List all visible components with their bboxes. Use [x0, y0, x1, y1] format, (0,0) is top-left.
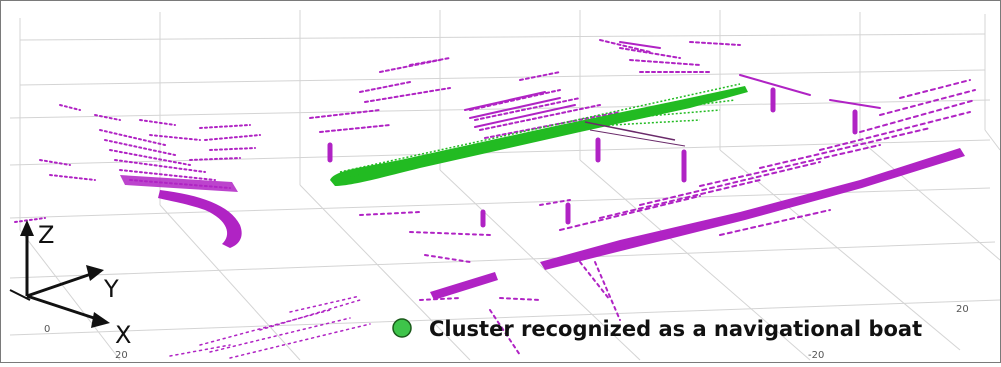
- tick-label-left-1: 20: [115, 350, 128, 361]
- y-axis-arrowhead: [86, 265, 104, 281]
- pillars: [327, 87, 858, 228]
- boat-cluster: [330, 83, 748, 186]
- boat-cluster-points: [339, 83, 746, 179]
- boat-cross-line: [589, 129, 686, 147]
- legend-label: Cluster recognized as a navigational boa…: [429, 317, 922, 341]
- origin-tick: [9, 289, 31, 301]
- legend-marker-icon: [392, 318, 412, 338]
- right-shore-band: [540, 148, 965, 270]
- y-axis-label: Y: [103, 275, 119, 303]
- right-structure-points: [559, 79, 976, 251]
- upper-solid-lines: [464, 41, 881, 128]
- tick-label-right-0: 20: [956, 304, 969, 315]
- z-axis-arrowhead: [20, 220, 34, 236]
- tick-label-left-0: 0: [44, 324, 50, 335]
- left-structure-points: [14, 104, 261, 223]
- x-axis-arrowhead: [91, 312, 110, 328]
- x-axis-label: X: [115, 321, 131, 349]
- lower-plank: [430, 272, 498, 300]
- lower-left-points: [169, 295, 371, 359]
- legend: Cluster recognized as a navigational boa…: [392, 317, 922, 341]
- x-axis-line: [26, 294, 101, 322]
- left-wall-band: [158, 190, 242, 248]
- point-cloud: [14, 39, 976, 359]
- tick-label-right-1: -20: [808, 350, 824, 361]
- coordinate-axes: [9, 220, 110, 328]
- boat-cluster-hull: [330, 86, 748, 186]
- lower-structure-points: [359, 199, 621, 356]
- left-wall-band-2: [120, 175, 238, 192]
- upper-structure-points: [309, 39, 741, 139]
- z-axis-label: Z: [38, 221, 54, 249]
- boat-mast-line: [584, 121, 676, 141]
- y-axis-line: [26, 271, 95, 298]
